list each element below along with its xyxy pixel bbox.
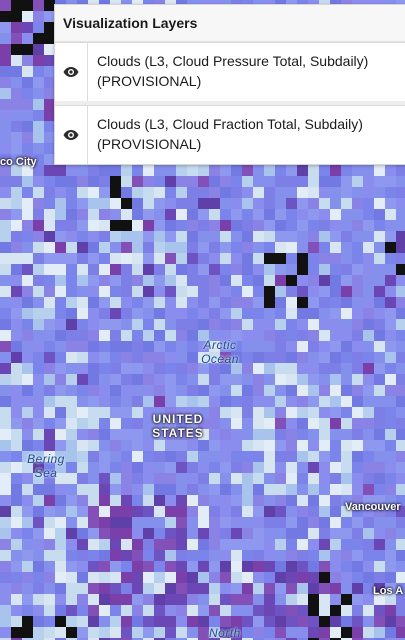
layer-title: Clouds (L3, Cloud Pressure Total, Subdai… — [97, 53, 369, 89]
eye-icon[interactable] — [55, 43, 88, 101]
panel-title: Visualization Layers — [55, 5, 405, 42]
layer-row[interactable]: Clouds (L3, Cloud Fraction Total, Subdai… — [55, 105, 405, 164]
layer-divider — [55, 101, 405, 105]
eye-icon[interactable] — [55, 106, 88, 164]
visualization-layers-panel: Visualization Layers Clouds (L3, Cloud P… — [54, 4, 405, 165]
layer-title: Clouds (L3, Cloud Fraction Total, Subdai… — [97, 116, 363, 152]
layer-row[interactable]: Clouds (L3, Cloud Pressure Total, Subdai… — [55, 42, 405, 101]
